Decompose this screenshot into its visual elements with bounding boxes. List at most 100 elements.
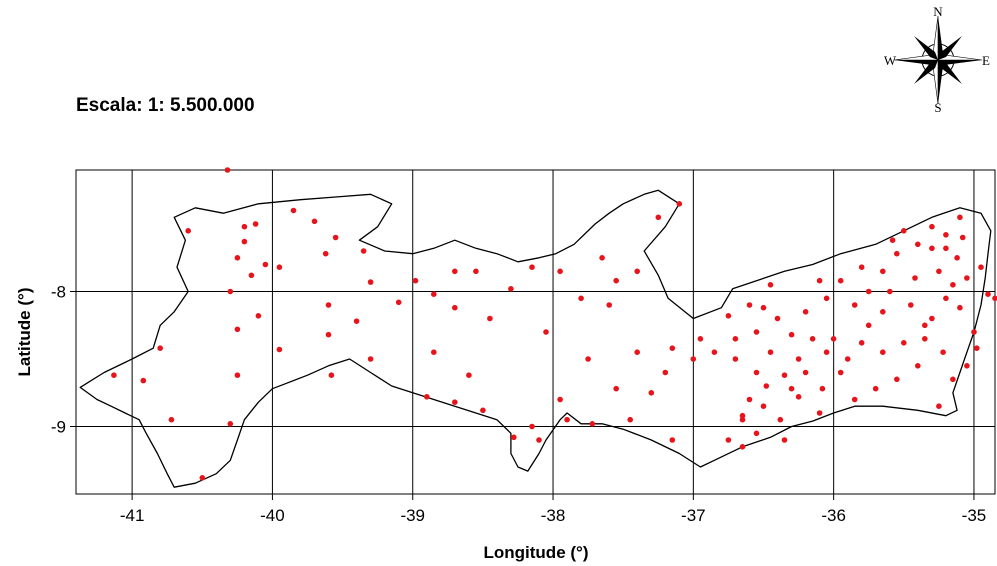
station-point	[746, 396, 753, 403]
station-point	[767, 349, 774, 356]
station-point	[936, 268, 942, 275]
station-point	[325, 331, 332, 338]
station-point	[452, 399, 458, 406]
station-point	[889, 237, 896, 243]
station-point	[929, 245, 935, 252]
station-point	[777, 416, 784, 423]
compass-west-label: W	[884, 53, 897, 68]
station-point	[858, 264, 865, 271]
station-point	[697, 336, 704, 342]
station-point	[971, 329, 977, 335]
station-point	[248, 272, 255, 279]
station-point	[823, 295, 830, 302]
x-tick-label: -38	[541, 506, 566, 525]
station-point	[599, 254, 605, 261]
compass-south-label: S	[934, 100, 941, 115]
station-point	[950, 282, 956, 288]
station-point	[480, 407, 486, 414]
tick-labels: -41 -40 -39 -38 -37 -36 -35 -8 -9	[51, 283, 986, 526]
station-point	[367, 356, 374, 362]
x-tick-label: -37	[681, 506, 706, 525]
x-tick-label: -36	[821, 506, 846, 525]
station-point	[950, 376, 956, 383]
station-point	[185, 228, 191, 234]
station-point	[669, 345, 676, 352]
station-point	[613, 385, 619, 392]
station-point	[367, 279, 374, 285]
plot-frame	[75, 169, 996, 495]
station-point	[922, 322, 928, 329]
station-point	[732, 356, 739, 362]
station-point	[627, 416, 633, 423]
station-point	[276, 264, 283, 271]
station-point	[395, 299, 402, 306]
station-point	[753, 430, 760, 437]
station-point	[227, 288, 234, 295]
station-point	[452, 304, 458, 311]
station-point	[943, 295, 949, 302]
station-point	[585, 356, 591, 362]
station-point	[732, 336, 739, 342]
station-point	[578, 295, 584, 302]
station-point	[964, 363, 970, 369]
station-point	[837, 277, 844, 284]
station-point	[224, 167, 231, 173]
station-point	[915, 363, 921, 369]
station-point	[746, 302, 753, 308]
station-point	[802, 309, 809, 315]
station-point	[992, 295, 997, 302]
station-point	[851, 302, 858, 308]
station-point	[140, 377, 147, 384]
station-point	[760, 304, 767, 311]
station-point	[690, 356, 697, 362]
station-point	[830, 336, 837, 342]
station-point	[606, 302, 612, 308]
station-point	[557, 268, 563, 275]
station-point	[865, 288, 872, 295]
station-point	[943, 232, 949, 238]
station-point	[739, 444, 746, 450]
station-point	[936, 403, 942, 410]
station-point	[788, 385, 795, 392]
compass-east-label: E	[982, 53, 990, 68]
station-point	[328, 372, 335, 379]
station-point	[157, 345, 163, 352]
station-point	[311, 218, 318, 225]
station-point	[763, 383, 770, 389]
station-point	[774, 315, 781, 322]
map-scale-label: Escala: 1: 5.500.000	[76, 95, 255, 116]
x-tick-label: -35	[962, 506, 987, 525]
station-point	[819, 385, 826, 392]
station-point	[711, 349, 718, 356]
station-point	[111, 372, 117, 379]
station-point	[781, 372, 788, 379]
station-point	[760, 403, 767, 410]
station-point	[788, 331, 795, 338]
station-point	[858, 340, 865, 346]
station-point	[929, 315, 935, 322]
station-point	[823, 349, 830, 356]
station-point	[865, 322, 872, 329]
station-point	[795, 356, 802, 362]
station-point	[234, 326, 241, 333]
station-point	[325, 302, 332, 308]
station-point	[412, 277, 419, 284]
compass-north-label: N	[933, 4, 943, 19]
station-point	[557, 396, 563, 403]
station-point	[290, 207, 297, 214]
station-point	[431, 349, 437, 356]
station-point	[360, 248, 367, 254]
station-point	[564, 416, 570, 423]
grid-lines	[70, 170, 995, 500]
station-point	[252, 221, 259, 227]
station-point	[662, 369, 669, 376]
station-point	[753, 369, 760, 376]
station-point	[589, 421, 596, 427]
station-point	[255, 313, 262, 319]
x-tick-label: -40	[260, 506, 285, 525]
station-point	[613, 277, 619, 284]
station-point	[634, 268, 640, 275]
station-point	[880, 309, 886, 315]
station-point	[912, 275, 918, 281]
station-point	[894, 376, 900, 383]
